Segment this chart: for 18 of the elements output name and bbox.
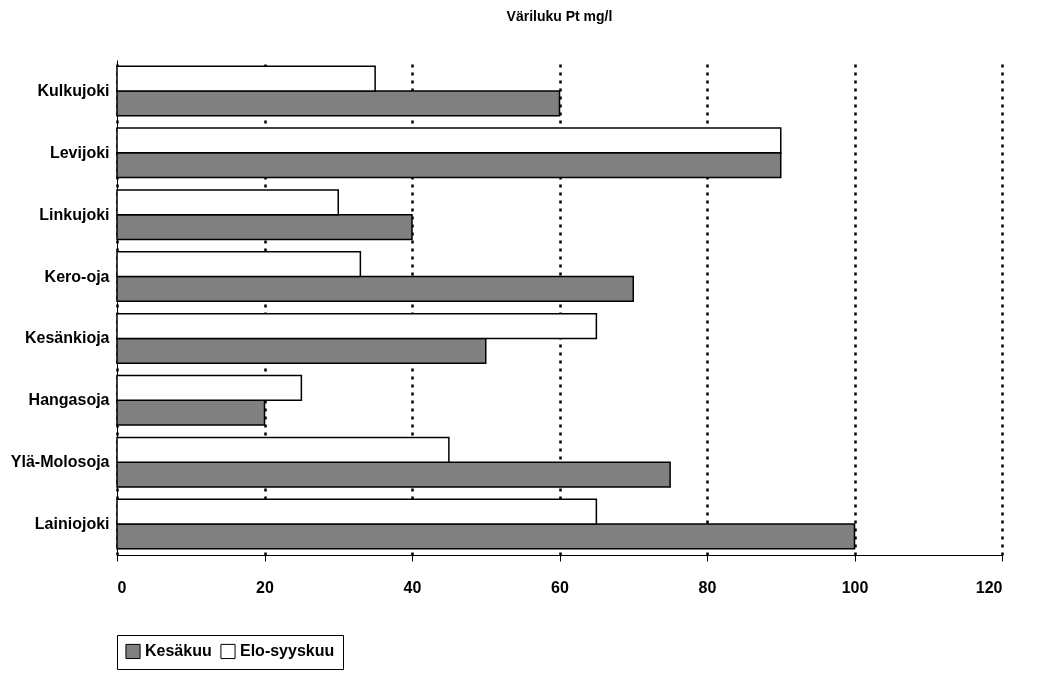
x-tick-label: 100 bbox=[841, 578, 869, 596]
x-tick-label: 40 bbox=[403, 578, 422, 596]
x-tick-label: 60 bbox=[551, 578, 569, 596]
x-tick-label: 20 bbox=[256, 578, 274, 596]
x-tick-label: 80 bbox=[698, 578, 717, 596]
x-tick-label: 120 bbox=[975, 578, 1003, 596]
legend-label: Elo-syyskuu bbox=[240, 642, 335, 660]
y-tick-label: Kulkujoki bbox=[37, 81, 110, 99]
legend-label: Kesäkuu bbox=[145, 642, 212, 660]
x-tick-label: 0 bbox=[117, 578, 127, 596]
y-tick-label: Linkujoki bbox=[39, 205, 110, 223]
y-tick-label: Ylä-Molosoja bbox=[10, 453, 110, 471]
y-tick-label: Kero-oja bbox=[44, 267, 110, 285]
y-tick-label: Hangasoja bbox=[28, 391, 110, 409]
chart-title: Väriluku Pt mg/l bbox=[506, 8, 613, 24]
y-tick-label: Levijoki bbox=[49, 143, 110, 161]
y-tick-label: Kesänkioja bbox=[25, 329, 110, 347]
y-tick-label: Lainiojoki bbox=[34, 515, 110, 533]
